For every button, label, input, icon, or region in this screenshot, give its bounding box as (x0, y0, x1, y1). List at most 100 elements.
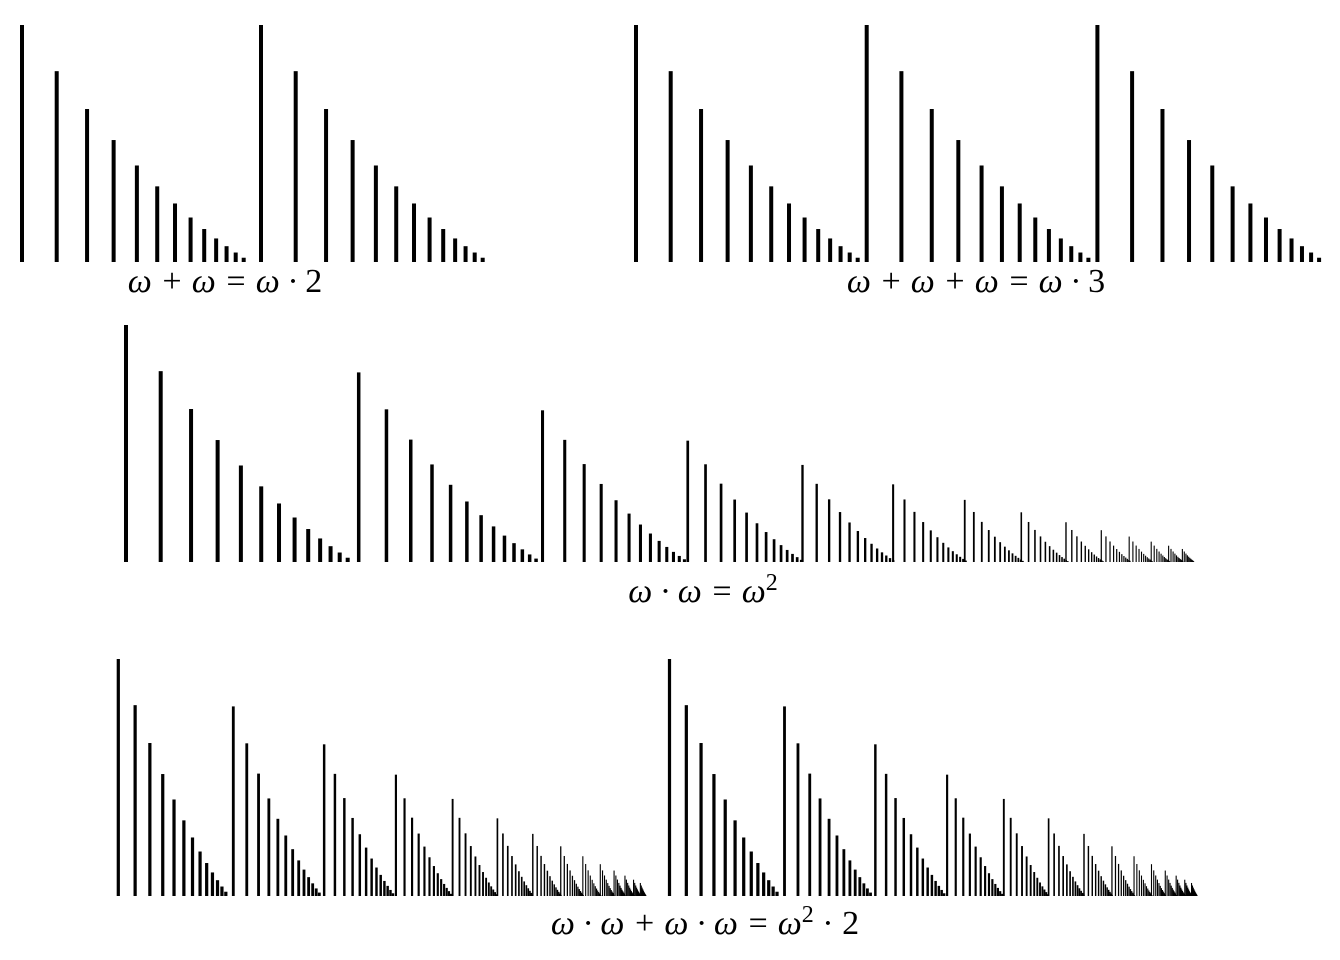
bar (210, 872, 215, 896)
bar (551, 880, 553, 896)
bar (432, 866, 435, 896)
bar (1191, 559, 1193, 562)
bar (980, 521, 983, 562)
bar (523, 881, 526, 896)
bar (571, 875, 574, 896)
bar (1167, 559, 1169, 562)
bar (1183, 551, 1185, 562)
bar (441, 229, 446, 262)
bar (1078, 252, 1083, 262)
caption-omega-times-3-expression: ω + ω + ω = ω · (846, 263, 1089, 300)
bar (447, 891, 451, 896)
bar (645, 895, 647, 896)
bar (856, 531, 860, 562)
bar (1112, 545, 1115, 562)
bar (634, 882, 636, 896)
bar (514, 864, 517, 896)
bar (284, 835, 288, 896)
bar (543, 864, 546, 896)
bar (1080, 541, 1083, 562)
bar (276, 818, 280, 896)
bar (343, 798, 346, 896)
bar (1148, 890, 1150, 896)
bar (712, 774, 716, 896)
bar (855, 257, 860, 262)
bar (1061, 557, 1063, 562)
bar (224, 891, 228, 896)
bar (620, 887, 622, 896)
bar (1140, 875, 1143, 896)
bar (553, 884, 555, 896)
bar (259, 486, 264, 562)
bar (1033, 217, 1038, 262)
bar (233, 252, 238, 262)
bar (1107, 889, 1110, 896)
bar (1100, 530, 1102, 562)
bar (577, 886, 579, 896)
bar (621, 889, 623, 896)
bar (591, 879, 593, 896)
bar (1094, 864, 1097, 896)
bar (749, 851, 753, 896)
bar (769, 186, 774, 262)
bar (482, 872, 484, 896)
bar (1132, 892, 1134, 896)
caption-omega-squared-times-2-expression: ω · ω + ω · ω = ω (550, 905, 802, 942)
bar (506, 845, 509, 896)
bar (463, 246, 468, 262)
bar (1074, 881, 1077, 896)
bar (540, 855, 542, 896)
bar (364, 847, 368, 896)
bar (241, 257, 246, 262)
bar (549, 876, 551, 896)
bar (594, 886, 596, 896)
bar (1091, 855, 1093, 896)
bar (623, 892, 625, 896)
bar (1142, 879, 1144, 896)
bar (1162, 555, 1164, 562)
bar (838, 512, 842, 562)
bar (1147, 888, 1149, 896)
bar (1039, 536, 1042, 562)
bar (624, 875, 626, 896)
bar (546, 870, 549, 896)
bar (1191, 560, 1193, 562)
bar (638, 524, 642, 562)
bar (1144, 883, 1146, 896)
bar (474, 856, 477, 896)
bar (436, 873, 439, 896)
bar (665, 546, 669, 562)
bar (1009, 817, 1012, 896)
bar (1164, 870, 1166, 896)
bar (848, 860, 852, 896)
bar (1120, 870, 1122, 896)
bar (787, 203, 792, 262)
bar (1046, 229, 1051, 262)
bar (575, 883, 577, 896)
bar (853, 869, 857, 896)
bar (496, 818, 499, 896)
bar (1041, 886, 1044, 896)
bar (375, 867, 378, 896)
bar (979, 165, 984, 262)
bar (926, 867, 929, 896)
bar (936, 537, 939, 562)
caption-omega-squared-times-2: ω · ω + ω · ω = ω2 · 2 (540, 902, 870, 946)
bar (864, 538, 867, 562)
bar (394, 186, 399, 262)
bar (682, 559, 686, 562)
bar (1168, 879, 1170, 896)
bar (534, 558, 538, 562)
bar (610, 890, 612, 896)
bar (677, 555, 681, 562)
bar (994, 883, 997, 896)
bar (215, 880, 220, 896)
bar (597, 890, 599, 896)
bar (1090, 552, 1093, 562)
bar (999, 891, 1002, 896)
bar (1095, 25, 1100, 262)
bar (755, 523, 759, 562)
bar (124, 325, 128, 562)
bar (619, 885, 621, 896)
bar (605, 879, 607, 896)
